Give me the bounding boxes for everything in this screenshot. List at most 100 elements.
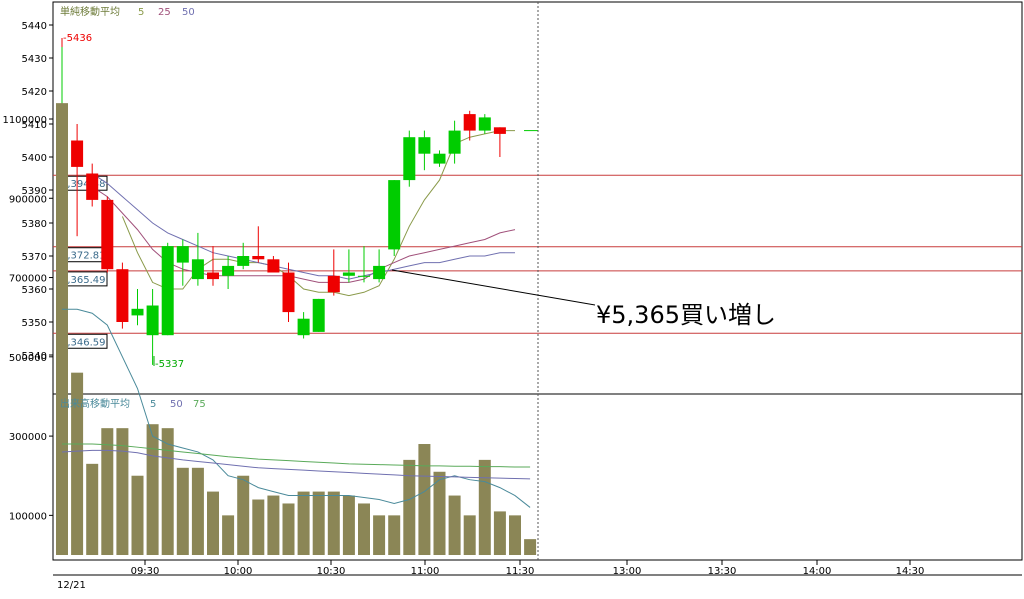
volume-bar [86,463,99,555]
volume-bar [237,475,250,555]
candle-body [388,180,401,250]
price-ma-period-2: 50 [182,7,195,18]
volume-ma-period-1: 50 [170,399,183,410]
volume-tick-label: 1100000 [2,115,47,126]
price-legend-label: 単純移動平均 [60,5,120,18]
volume-bar [176,467,189,555]
time-tick-label: 13:00 [613,566,642,577]
candle-body [433,153,446,164]
candle-body [282,272,295,313]
candle-body [191,259,204,280]
price-tick-label: 5430 [22,54,47,65]
volume-bar [191,467,204,555]
volume-bar [418,444,431,555]
volume-bar [312,491,325,555]
candle-body [116,269,129,322]
candle-body [312,298,325,332]
candle-body [418,137,431,154]
volume-bar [101,428,114,555]
time-tick-label: 14:30 [896,566,925,577]
candle-body [146,305,159,336]
volume-bar [71,372,84,555]
volume-bar [131,475,144,555]
volume-tick-label: 500000 [9,353,47,364]
price-tick-label: 5340 [22,351,47,362]
price-tick-label: 5360 [22,285,47,296]
level-label: 5,394.48 [61,179,106,190]
volume-bar [509,515,521,555]
candle-body [448,130,461,154]
volume-bar [358,503,370,555]
volume-bar [161,428,174,555]
volume-bar [56,103,68,556]
candle-body [207,272,219,280]
volume-bar [327,491,340,555]
candle-body [463,114,476,131]
low-marker: -5337 [155,359,184,370]
volume-ma50-line [61,449,531,480]
volume-bar [403,459,416,555]
time-tick-label: 11:00 [411,566,440,577]
volume-tick-label: 700000 [9,274,47,285]
candle-body [71,140,84,167]
candle-body [478,117,491,131]
volume-bar [463,515,476,555]
volume-bar [252,499,265,555]
annotation-pointer [391,269,596,306]
time-tick-label: 14:00 [803,566,832,577]
volume-bar [116,428,129,555]
volume-bar [146,424,159,555]
annotation-text: ¥5,365買い増し [596,301,776,329]
volume-bar [222,515,235,555]
candle-body [327,275,340,293]
volume-bar [478,459,491,555]
volume-bar [282,503,295,555]
candle-body [237,256,250,266]
candle-body [358,275,370,277]
level-label: 5,346.59 [61,337,106,348]
volume-bar [297,491,310,555]
candle-body [131,308,144,316]
candle-body [252,256,265,260]
volume-bar [493,511,506,555]
price-tick-label: 5380 [22,219,47,230]
price-tick-label: 5400 [22,153,47,164]
price-ma-period-1: 25 [158,7,171,18]
candle-body [297,318,310,336]
price-tick-label: 5350 [22,318,47,329]
candle-body [342,272,355,276]
price-tick-label: 5370 [22,252,47,263]
candle-body [373,265,386,280]
volume-ma-period-2: 75 [193,399,206,410]
date-label: 12/21 [57,580,86,591]
price-ma5-line [121,130,515,297]
volume-bar [207,491,219,555]
volume-bar [373,515,386,555]
candle-body [176,246,189,263]
volume-legend-label: 出来高移動平均 [60,397,130,410]
volume-tick-label: 100000 [9,511,47,522]
candle-body [267,259,280,273]
time-tick-label: 11:30 [506,566,535,577]
volume-bar [433,471,446,555]
time-tick-label: 09:30 [131,566,160,577]
time-tick-label: 10:00 [224,566,253,577]
candle-body [403,137,416,181]
volume-tick-label: 900000 [9,194,47,205]
level-label: 5,372.81 [61,251,106,262]
price-ma-period-0: 5 [138,7,144,18]
candle-body [161,246,174,336]
volume-tick-label: 300000 [9,432,47,443]
level-label: 5,365.49 [61,275,106,286]
volume-ma-period-0: 5 [150,399,156,410]
volume-bar [524,539,537,555]
price-ma50-line [91,173,515,280]
high-marker: -5436 [63,33,92,44]
volume-bar [267,495,280,555]
candle-body [86,173,99,200]
candle-body [222,265,235,276]
price-tick-label: 5420 [22,87,47,98]
time-tick-label: 13:30 [708,566,737,577]
price-tick-label: 5410 [22,120,47,131]
